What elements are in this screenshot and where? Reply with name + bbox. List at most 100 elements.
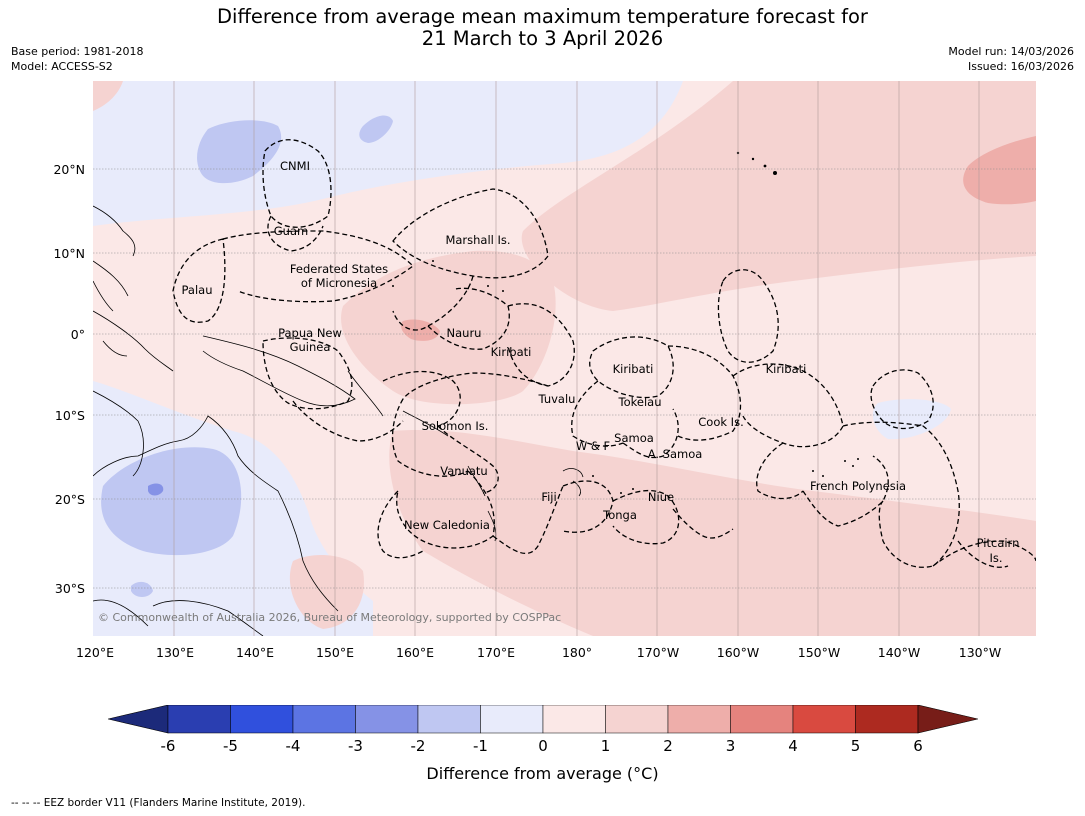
region-label: CNMI bbox=[280, 159, 310, 173]
region-label: Tokelau bbox=[618, 395, 662, 409]
model-name: Model: ACCESS-S2 bbox=[11, 60, 113, 73]
colorbar-tick-label: 6 bbox=[913, 737, 923, 755]
region-label: Kiribati bbox=[766, 362, 807, 376]
region-label: Fiji bbox=[541, 490, 556, 504]
meta-right: Model run: 14/03/2026 Issued: 16/03/2026 bbox=[948, 44, 1074, 74]
lat-tick-30S: 30°S bbox=[54, 581, 85, 596]
colorbar-segment bbox=[667, 705, 731, 734]
colorbar-under-arrow bbox=[108, 705, 169, 734]
lon-tick-150W: 150°W bbox=[797, 645, 841, 660]
region-label: A. Samoa bbox=[648, 447, 703, 461]
region-label: W & F bbox=[576, 439, 610, 453]
anomaly-field-1-2-east bbox=[521, 81, 1036, 311]
colorbar-tick-label: -6 bbox=[160, 737, 176, 755]
colorbar-tick-label: 2 bbox=[663, 737, 673, 755]
lat-tick-0: 0° bbox=[70, 327, 85, 342]
colorbar-tick-label: -1 bbox=[473, 737, 488, 755]
anomaly-field-minus3-spot bbox=[148, 483, 164, 496]
region-label: Pitcairn bbox=[977, 536, 1020, 550]
lon-tick-140E: 140°E bbox=[235, 645, 275, 660]
region-label: Federated States bbox=[290, 262, 388, 276]
colorbar-segments bbox=[108, 705, 978, 734]
lat-tick-20N: 20°N bbox=[53, 162, 85, 177]
region-label: Solomon Is. bbox=[422, 419, 489, 433]
region-label: Guinea bbox=[290, 340, 331, 354]
lat-tick-10S: 10°S bbox=[54, 408, 85, 423]
title-line-2: 21 March to 3 April 2026 bbox=[421, 27, 664, 50]
copyright-notice: © Commonwealth of Australia 2026, Bureau… bbox=[98, 611, 561, 624]
colorbar-tick-label: 4 bbox=[788, 737, 798, 755]
colorbar-segment bbox=[355, 705, 419, 734]
lon-tick-140W: 140°W bbox=[877, 645, 921, 660]
anomaly-field-1-2-south bbox=[389, 430, 1036, 636]
region-label: Tuvalu bbox=[538, 392, 576, 406]
graticule bbox=[93, 168, 1036, 589]
region-label: Is. bbox=[989, 551, 1002, 565]
colorbar-tick-label: 0 bbox=[538, 737, 548, 755]
region-label: Niue bbox=[648, 490, 674, 504]
region-label: Cook Is. bbox=[698, 415, 743, 429]
colorbar-tick-label: 5 bbox=[850, 737, 861, 755]
eez-borders bbox=[172, 139, 1036, 568]
colorbar-segment bbox=[792, 705, 856, 734]
lon-tick-150E: 150°E bbox=[315, 645, 355, 660]
colorbar-segment bbox=[605, 705, 669, 734]
region-label: Palau bbox=[182, 283, 213, 297]
anomaly-field-minus2-south bbox=[101, 447, 242, 556]
model-run: Model run: 14/03/2026 bbox=[948, 45, 1074, 58]
anomaly-field-minus2-north bbox=[197, 120, 282, 184]
region-label: Kiribati bbox=[613, 362, 654, 376]
anomaly-field-minus2-north-b bbox=[359, 115, 393, 143]
region-label: New Caledonia bbox=[404, 518, 490, 532]
colorbar-tick-label: -5 bbox=[223, 737, 238, 755]
lon-tick-180: 180° bbox=[561, 645, 593, 660]
region-label: Kiribati bbox=[491, 345, 532, 359]
colorbar-segment bbox=[292, 705, 356, 734]
chart-title: Difference from average mean maximum tem… bbox=[0, 6, 1085, 50]
region-label: French Polynesia bbox=[810, 479, 906, 493]
lon-tick-160W: 160°W bbox=[716, 645, 760, 660]
anomaly-field-1-2-central bbox=[341, 250, 556, 405]
title-line-1: Difference from average mean maximum tem… bbox=[217, 5, 868, 28]
meta-left: Base period: 1981-2018 Model: ACCESS-S2 bbox=[11, 44, 143, 74]
region-label: Guam bbox=[274, 224, 308, 238]
island-dots bbox=[392, 151, 859, 494]
lon-tick-130W: 130°W bbox=[958, 645, 1002, 660]
lat-tick-10N: 10°N bbox=[53, 246, 85, 261]
issued-date: Issued: 16/03/2026 bbox=[967, 60, 1074, 73]
region-label: Tonga bbox=[602, 508, 637, 522]
lon-tick-120E: 120°E bbox=[75, 645, 115, 660]
region-label: Nauru bbox=[447, 326, 482, 340]
region-label: Marshall Is. bbox=[445, 233, 510, 247]
region-label: of Micronesia bbox=[301, 276, 377, 290]
eez-footnote: -- -- -- EEZ border V11 (Flanders Marine… bbox=[11, 797, 306, 809]
base-period: Base period: 1981-2018 bbox=[11, 45, 144, 58]
colorbar-over-arrow bbox=[917, 705, 978, 734]
colorbar-segment bbox=[730, 705, 794, 734]
anomaly-field-minus1-0-north bbox=[93, 81, 683, 226]
colorbar-tick-label: -2 bbox=[410, 737, 426, 755]
anomaly-field-2-3-east bbox=[963, 136, 1036, 205]
anomaly-field-1-2-nw-corner bbox=[93, 81, 123, 111]
colorbar-segment bbox=[542, 705, 606, 734]
colorbar-tick-label: 3 bbox=[725, 737, 736, 755]
region-label: Samoa bbox=[614, 431, 654, 445]
colorbar-label: Difference from average (°C) bbox=[426, 764, 659, 783]
anomaly-field-minus1-east bbox=[872, 399, 951, 440]
colorbar-segment bbox=[417, 705, 481, 734]
colorbar-segment bbox=[480, 705, 544, 734]
colorbar bbox=[108, 705, 978, 734]
lon-tick-170W: 170°W bbox=[636, 645, 680, 660]
lon-tick-130E: 130°E bbox=[155, 645, 195, 660]
colorbar-segment bbox=[230, 705, 294, 734]
colorbar-segment bbox=[855, 705, 919, 734]
lat-tick-20S: 20°S bbox=[54, 492, 85, 507]
region-label: Papua New bbox=[278, 326, 342, 340]
map-panel: CNMI Guam Marshall Is. Federated States of M… bbox=[93, 81, 1036, 636]
anomaly-field-minus2-south-b bbox=[131, 581, 153, 597]
colorbar-tick-label: -3 bbox=[348, 737, 363, 755]
lon-tick-170E: 170°E bbox=[476, 645, 516, 660]
colorbar-segment bbox=[167, 705, 231, 734]
